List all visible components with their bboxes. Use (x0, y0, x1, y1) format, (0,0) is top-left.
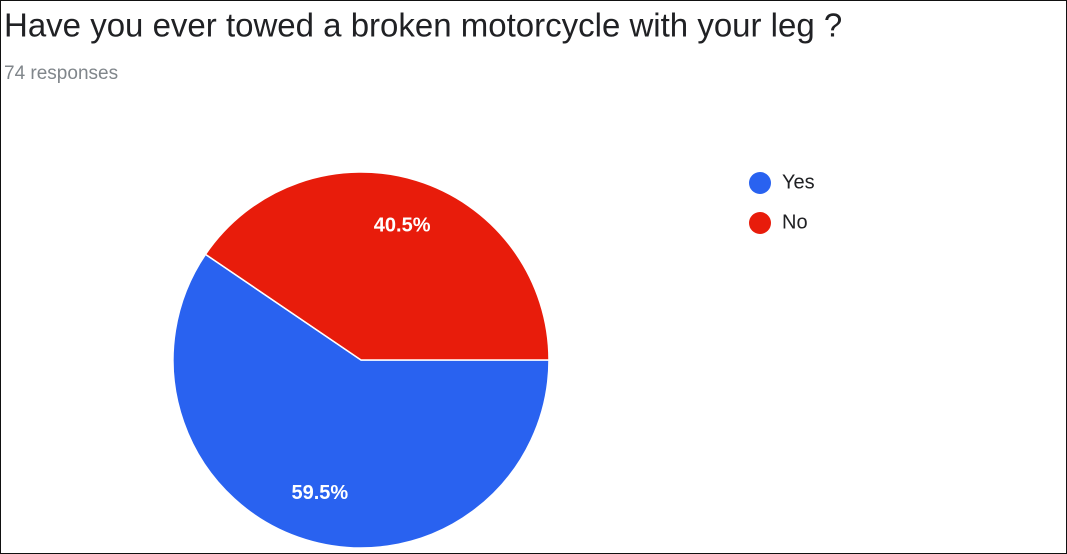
legend-swatch (749, 172, 771, 194)
legend-label: Yes (782, 171, 815, 193)
slice-label: 59.5% (291, 482, 348, 504)
legend-label: No (782, 211, 808, 233)
chart-subtitle: 74 responses (4, 63, 118, 84)
legend-swatch (749, 212, 771, 234)
slice-label: 40.5% (374, 214, 431, 236)
pie-slice (204, 171, 550, 361)
chart-title: Have you ever towed a broken motorcycle … (4, 7, 842, 44)
pie-slice (172, 253, 550, 549)
